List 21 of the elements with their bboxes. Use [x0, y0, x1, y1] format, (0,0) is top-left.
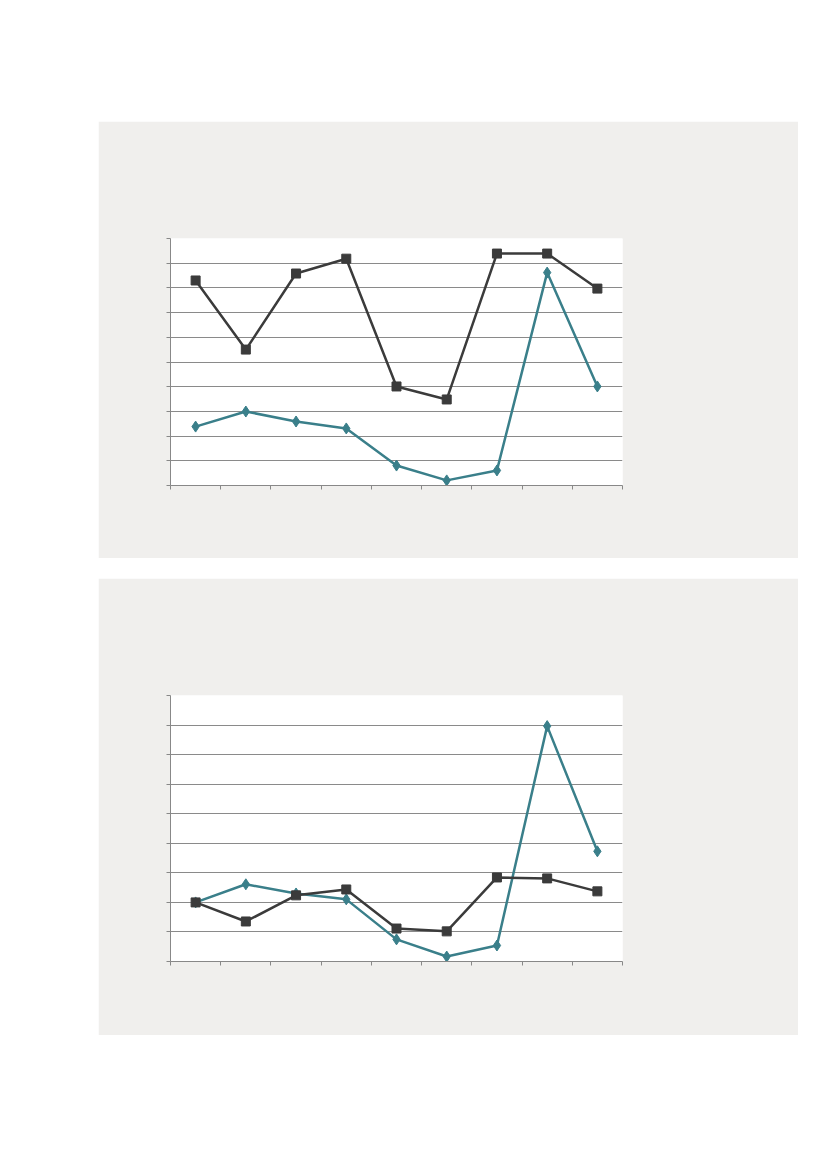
point: [542, 248, 553, 259]
point: [441, 394, 452, 405]
point: [542, 873, 553, 884]
point: [391, 381, 402, 392]
point: [442, 950, 451, 962]
point: [492, 464, 502, 477]
point: [341, 884, 352, 895]
point: [240, 344, 251, 355]
point: [491, 872, 502, 883]
point: [491, 248, 502, 259]
point: [291, 415, 301, 428]
point: [442, 474, 451, 486]
point: [240, 916, 251, 927]
point: [592, 283, 603, 294]
point: [441, 926, 452, 937]
point: [592, 886, 603, 897]
point: [291, 268, 302, 279]
point: [190, 275, 201, 286]
point: [492, 939, 502, 952]
point: [341, 253, 352, 264]
point: [391, 923, 402, 934]
